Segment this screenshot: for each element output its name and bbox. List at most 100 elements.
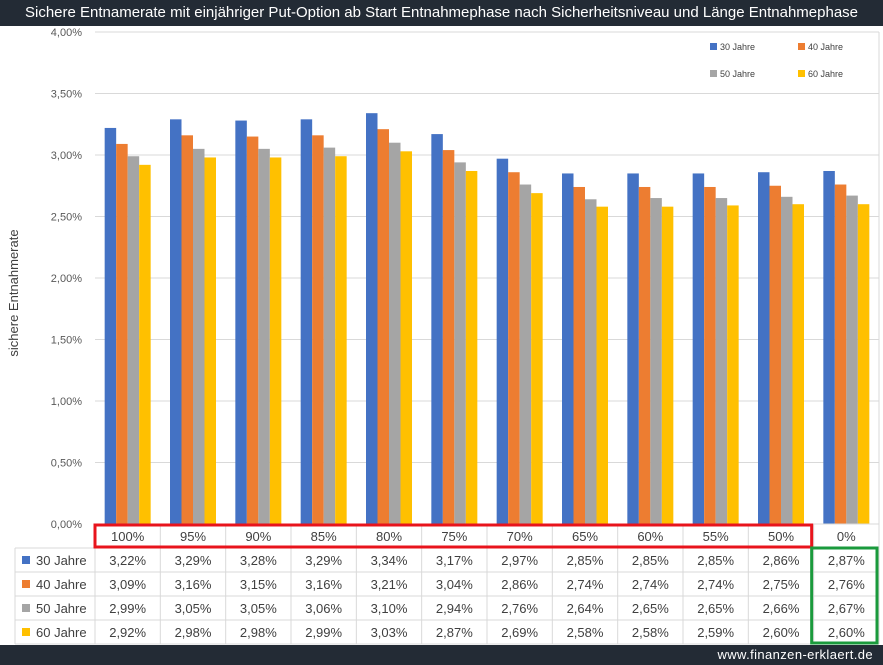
table-cell-value: 3,22% bbox=[109, 553, 146, 568]
category-label: 60% bbox=[637, 529, 663, 544]
legend-swatch bbox=[710, 70, 717, 77]
legend-entry: 40 Jahre bbox=[808, 42, 843, 52]
bar bbox=[170, 119, 182, 524]
table-cell-value: 2,97% bbox=[501, 553, 538, 568]
bar bbox=[258, 148, 270, 524]
table-cell-value: 2,74% bbox=[632, 577, 669, 592]
table-cell-value: 2,94% bbox=[436, 601, 473, 616]
bar bbox=[531, 193, 543, 524]
y-tick-label: 4,00% bbox=[51, 27, 82, 39]
row-legend-swatch bbox=[22, 580, 30, 588]
category-label: 95% bbox=[180, 529, 206, 544]
table-cell-value: 3,05% bbox=[175, 601, 212, 616]
y-tick-label: 3,00% bbox=[51, 150, 82, 162]
bar bbox=[585, 199, 597, 524]
table-cell-value: 2,60% bbox=[763, 625, 800, 640]
bar bbox=[312, 135, 324, 524]
legend-swatch bbox=[798, 70, 805, 77]
table-cell-value: 2,87% bbox=[828, 553, 865, 568]
table-cell-value: 2,76% bbox=[501, 601, 538, 616]
bar bbox=[823, 170, 835, 525]
table-cell-value: 2,65% bbox=[697, 601, 734, 616]
table-cell-value: 2,99% bbox=[109, 601, 146, 616]
category-label: 90% bbox=[245, 529, 271, 544]
bar bbox=[389, 142, 401, 524]
table-cell-value: 3,05% bbox=[240, 601, 277, 616]
bar bbox=[454, 162, 466, 524]
bar bbox=[431, 134, 443, 524]
bar bbox=[400, 151, 412, 524]
row-series-label: 50 Jahre bbox=[36, 601, 87, 616]
legend-entry: 50 Jahre bbox=[720, 69, 755, 79]
highlight-box-red bbox=[93, 523, 814, 549]
table-cell-value: 2,67% bbox=[828, 601, 865, 616]
bar bbox=[508, 172, 520, 524]
bar bbox=[366, 113, 378, 525]
y-tick-label: 1,50% bbox=[51, 335, 82, 347]
table-cell-value: 2,65% bbox=[632, 601, 669, 616]
table-cell-value: 2,98% bbox=[175, 625, 212, 640]
table-cell-value: 2,59% bbox=[697, 625, 734, 640]
row-series-label: 60 Jahre bbox=[36, 625, 87, 640]
highlight-box-green bbox=[810, 546, 879, 645]
table-cell-value: 2,99% bbox=[305, 625, 342, 640]
category-label: 50% bbox=[768, 529, 794, 544]
bar bbox=[139, 164, 151, 524]
bar bbox=[323, 147, 336, 524]
bar bbox=[792, 204, 804, 524]
bar bbox=[638, 186, 651, 525]
table-cell-value: 2,58% bbox=[567, 625, 604, 640]
category-label: 75% bbox=[441, 529, 467, 544]
bar bbox=[377, 129, 389, 525]
y-tick-label: 2,00% bbox=[51, 273, 82, 285]
table-cell-value: 3,34% bbox=[371, 553, 408, 568]
table-cell-value: 2,60% bbox=[828, 625, 865, 640]
bar bbox=[116, 143, 128, 524]
table-cell-value: 3,04% bbox=[436, 577, 473, 592]
footer-url: www.finanzen-erklaert.de bbox=[0, 645, 883, 665]
table-cell-value: 2,87% bbox=[436, 625, 473, 640]
bar bbox=[573, 186, 585, 525]
bar bbox=[661, 206, 674, 524]
table-cell-value: 2,85% bbox=[567, 553, 604, 568]
table-cell-value: 3,03% bbox=[371, 625, 408, 640]
row-legend-swatch bbox=[22, 628, 30, 636]
bar bbox=[465, 170, 478, 525]
bar bbox=[496, 158, 509, 524]
bar bbox=[857, 204, 870, 524]
bar bbox=[127, 156, 140, 525]
page-title: Sichere Entnamerate mit einjähriger Put-… bbox=[0, 0, 883, 26]
legend-swatch bbox=[798, 43, 805, 50]
bar bbox=[727, 205, 739, 524]
category-label: 0% bbox=[837, 529, 856, 544]
legend-entry: 60 Jahre bbox=[808, 69, 843, 79]
row-series-label: 30 Jahre bbox=[36, 553, 87, 568]
y-axis-label: sichere Entnahmerate bbox=[6, 229, 21, 356]
table-cell-value: 2,64% bbox=[567, 601, 604, 616]
table-cell-value: 3,17% bbox=[436, 553, 473, 568]
y-tick-label: 2,50% bbox=[51, 212, 82, 224]
table-cell-value: 2,74% bbox=[697, 577, 734, 592]
table-cell-value: 3,06% bbox=[305, 601, 342, 616]
bar bbox=[781, 196, 793, 524]
table-cell-value: 3,15% bbox=[240, 577, 277, 592]
y-tick-label: 1,00% bbox=[51, 396, 82, 408]
bar bbox=[204, 157, 216, 524]
row-legend-swatch bbox=[22, 556, 30, 564]
bar bbox=[235, 120, 247, 524]
table-cell-value: 2,86% bbox=[763, 553, 800, 568]
row-legend-swatch bbox=[22, 604, 30, 612]
bar bbox=[181, 135, 193, 524]
table-cell-value: 2,85% bbox=[632, 553, 669, 568]
table-cell-value: 3,16% bbox=[305, 577, 342, 592]
bar bbox=[758, 172, 770, 524]
table-cell-value: 2,98% bbox=[240, 625, 277, 640]
bar bbox=[769, 185, 781, 524]
y-tick-label: 3,50% bbox=[51, 89, 82, 101]
table-cell-value: 3,21% bbox=[371, 577, 408, 592]
table-cell-value: 2,74% bbox=[567, 577, 604, 592]
table-cell-value: 2,69% bbox=[501, 625, 538, 640]
bar bbox=[715, 198, 728, 525]
bar bbox=[562, 173, 574, 524]
